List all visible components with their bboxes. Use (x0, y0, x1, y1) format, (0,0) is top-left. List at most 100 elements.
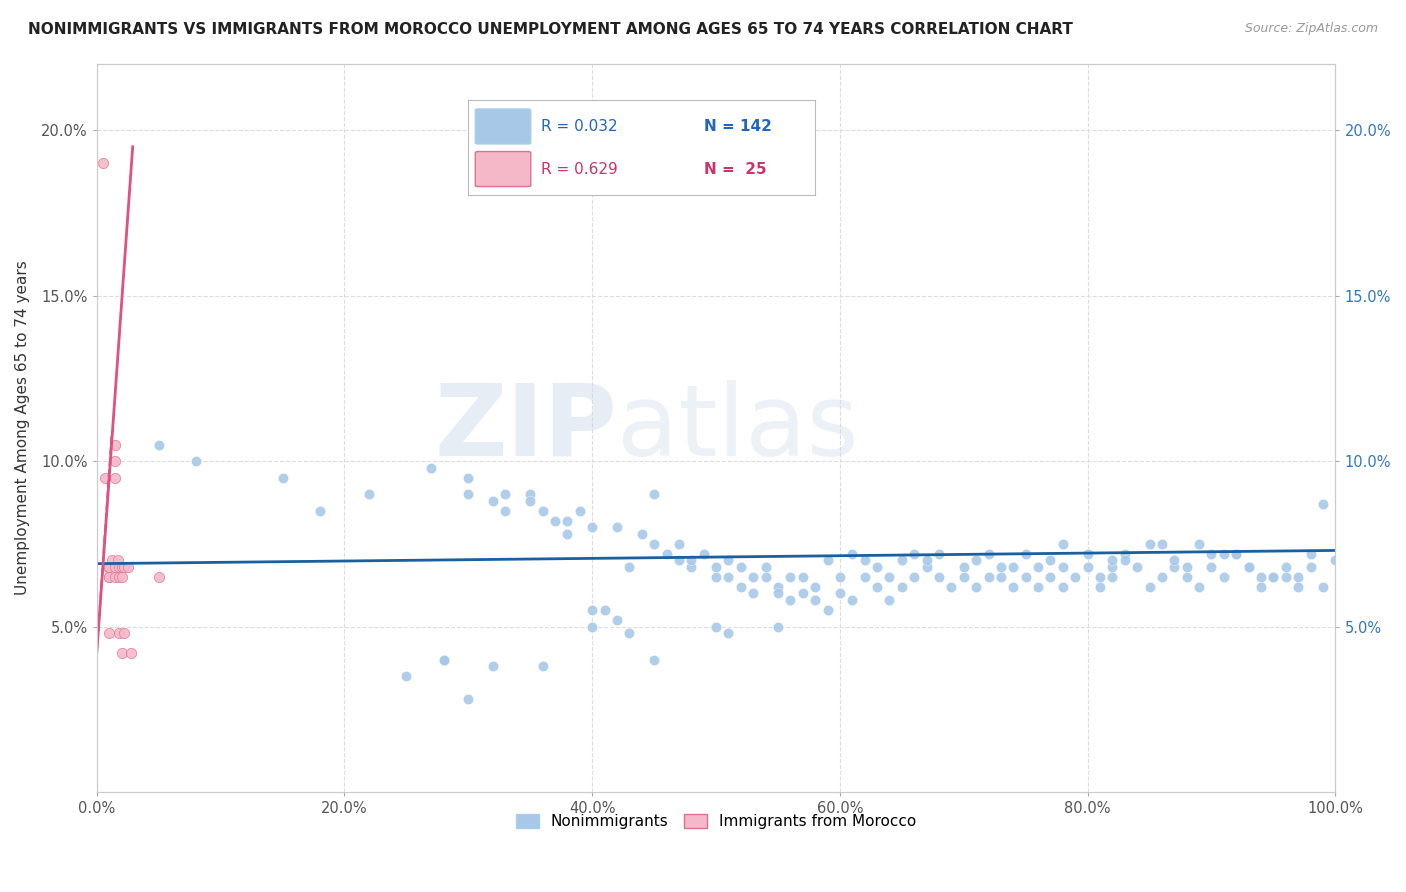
Point (432, 652, 454, 666)
Point (792, 586, 814, 600)
Point (766, 580, 789, 594)
Point (91, 156, 114, 170)
Point (420, 460, 443, 475)
Point (581, 603, 603, 617)
Point (457, 692, 479, 706)
Point (1002, 580, 1025, 594)
Point (1212, 570, 1234, 584)
Point (98, 560, 121, 574)
Point (1237, 560, 1260, 574)
Point (120, 646, 142, 660)
Point (755, 560, 778, 574)
Point (1052, 580, 1074, 594)
Point (681, 553, 703, 567)
Point (1175, 570, 1198, 584)
Point (97, 560, 120, 574)
Point (742, 586, 765, 600)
Point (531, 504, 554, 518)
Point (742, 570, 765, 584)
Point (519, 493, 541, 508)
Point (668, 553, 690, 567)
Point (1175, 560, 1198, 574)
Point (1312, 580, 1334, 594)
Point (1299, 547, 1322, 561)
Point (271, 470, 294, 484)
Point (1275, 560, 1298, 574)
Point (94, 470, 117, 484)
Point (630, 527, 652, 541)
Point (717, 553, 740, 567)
Point (457, 487, 479, 501)
Point (1212, 547, 1234, 561)
Point (1275, 570, 1298, 584)
Point (98, 570, 121, 584)
Point (903, 547, 925, 561)
Point (928, 570, 950, 584)
Point (104, 454, 127, 468)
Point (1250, 580, 1272, 594)
Point (1324, 553, 1347, 567)
Point (890, 553, 912, 567)
Point (606, 613, 628, 627)
Point (1015, 570, 1038, 584)
Point (643, 652, 665, 666)
Point (619, 626, 641, 640)
Point (977, 547, 1000, 561)
Point (104, 437, 127, 451)
Point (1201, 560, 1223, 574)
Point (1286, 570, 1309, 584)
Point (1026, 560, 1049, 574)
Point (619, 560, 641, 574)
Point (1101, 570, 1123, 584)
Point (1312, 497, 1334, 511)
Point (110, 570, 132, 584)
Point (1237, 560, 1260, 574)
Point (717, 626, 740, 640)
Point (730, 560, 752, 574)
Point (779, 593, 801, 607)
Point (104, 570, 127, 584)
Point (841, 547, 863, 561)
Point (568, 504, 591, 518)
Point (593, 603, 616, 617)
Point (1088, 570, 1111, 584)
Point (359, 487, 381, 501)
Point (879, 593, 901, 607)
Point (98, 626, 121, 640)
Point (495, 504, 517, 518)
Point (890, 580, 912, 594)
Point (1126, 560, 1149, 574)
Point (817, 603, 839, 617)
Point (432, 652, 454, 666)
Point (544, 514, 567, 528)
Point (1052, 537, 1074, 551)
Point (1263, 570, 1285, 584)
Point (1163, 560, 1185, 574)
Point (112, 626, 135, 640)
Point (866, 580, 889, 594)
Point (98, 570, 121, 584)
Point (1286, 580, 1309, 594)
Text: Source: ZipAtlas.com: Source: ZipAtlas.com (1244, 22, 1378, 36)
Point (965, 553, 987, 567)
Point (766, 619, 789, 633)
Point (482, 493, 505, 508)
Point (779, 570, 801, 584)
Point (915, 560, 938, 574)
Point (841, 593, 863, 607)
Point (828, 586, 851, 600)
Point (755, 570, 778, 584)
Point (1052, 560, 1074, 574)
Point (1201, 547, 1223, 561)
Point (965, 580, 987, 594)
Point (828, 570, 851, 584)
Point (704, 560, 727, 574)
Point (692, 547, 714, 561)
Point (1150, 570, 1173, 584)
Text: atlas: atlas (617, 379, 859, 476)
Point (1225, 547, 1247, 561)
Point (519, 487, 541, 501)
Point (681, 560, 703, 574)
Point (1163, 553, 1185, 567)
Point (1139, 537, 1161, 551)
